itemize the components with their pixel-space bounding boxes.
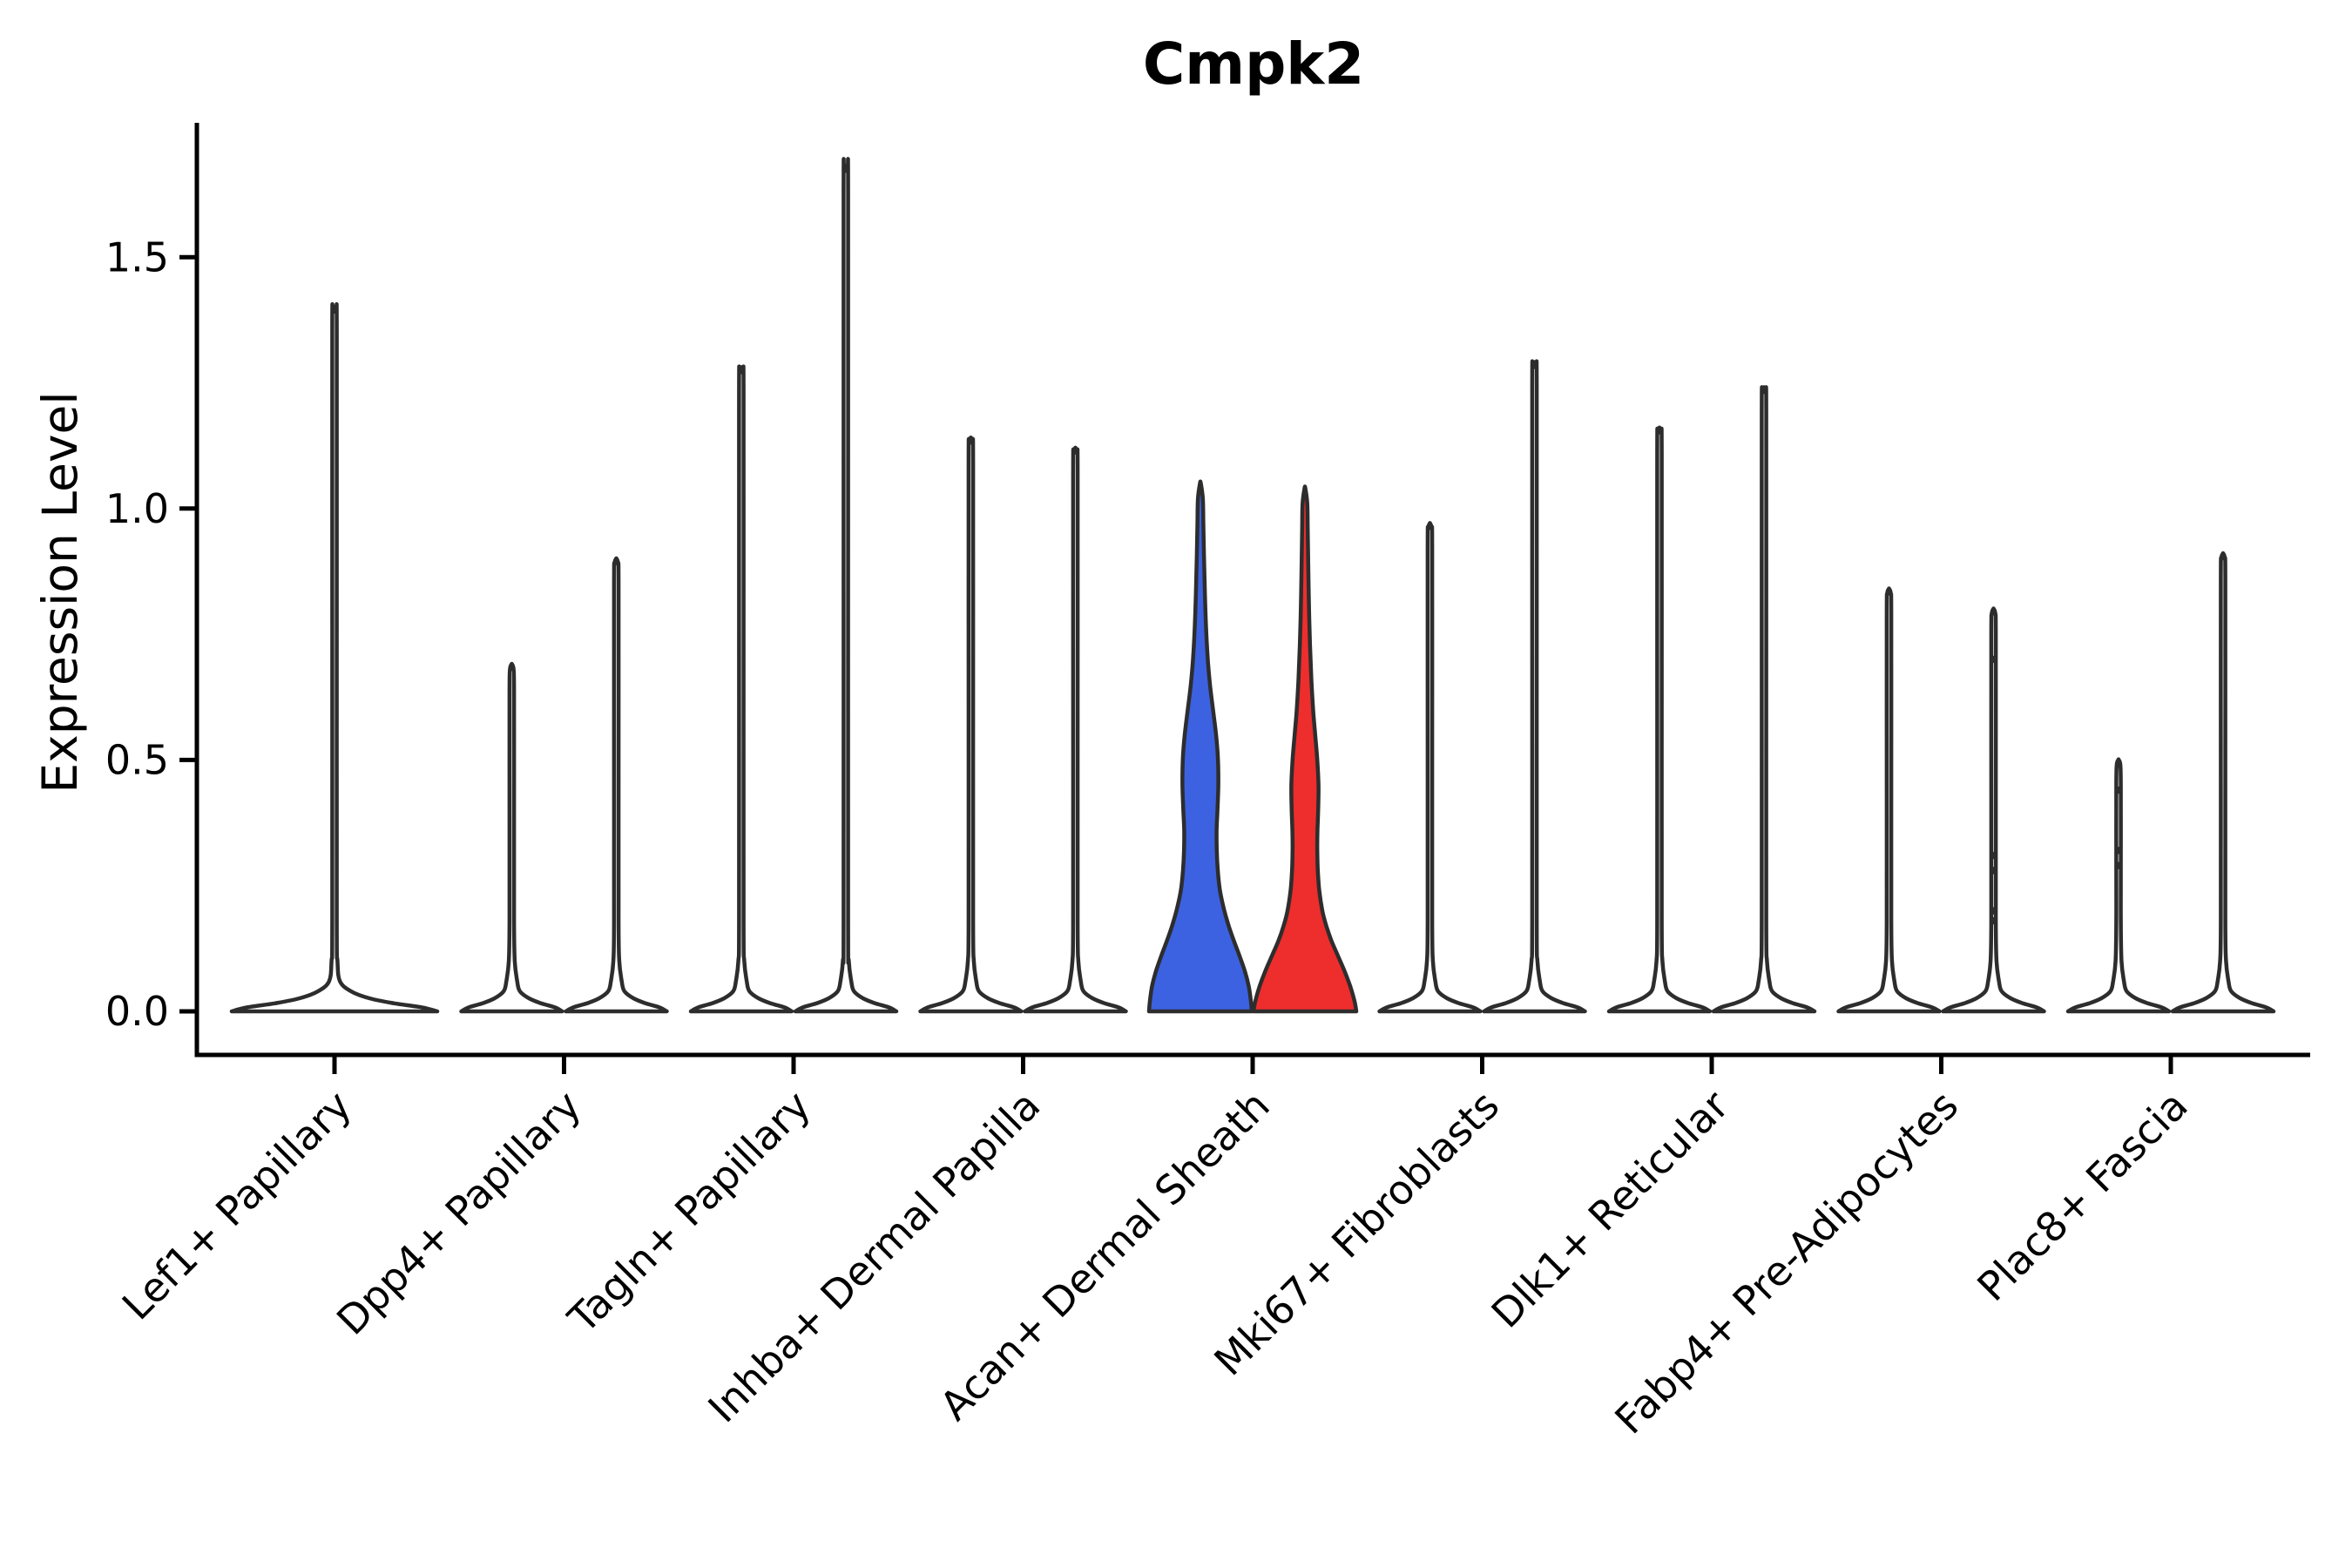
y-tick-label: 1.5: [105, 233, 169, 280]
violin-mki67-fibroblasts-left: [1377, 521, 1483, 1014]
violin-acan-dermal-sheath-right: [1251, 484, 1359, 1014]
violin-tagln-papillary-left: [688, 364, 794, 1014]
violin-acan-dermal-sheath-left: [1146, 479, 1254, 1014]
violin-dpp4-papillary-right: [564, 556, 669, 1014]
violin-inhba-dermal-papilla-left: [918, 436, 1024, 1014]
x-tick-label: Tagln+ Papillary: [558, 1082, 820, 1343]
expression-point: [1990, 867, 1997, 875]
x-tick-label: Plac8+ Fascia: [1968, 1082, 2196, 1310]
violin-fabp4-pre-adipocytes-left: [1836, 586, 1942, 1014]
expression-point: [1990, 655, 1997, 664]
violin-plac8-fascia-right: [2170, 551, 2276, 1014]
expression-point: [1990, 907, 1997, 915]
x-tick-label: Dlk1+ Reticular: [1483, 1082, 1738, 1337]
violin-inhba-dermal-papilla-right: [1023, 445, 1128, 1014]
violin-fabp4-pre-adipocytes-right: [1941, 606, 2046, 1014]
y-tick-label: 0.0: [105, 988, 169, 1035]
violin-dpp4-papillary-left: [459, 661, 564, 1014]
violin-lef1-papillary-full: [229, 301, 440, 1014]
violin-dlk1-reticular-left: [1606, 425, 1713, 1014]
x-tick-label: Dpp4+ Papillary: [328, 1082, 590, 1344]
violin-plac8-fascia-left: [2065, 757, 2172, 1014]
expression-point: [2114, 786, 2123, 794]
violin-mki67-fibroblasts-right: [1482, 359, 1587, 1014]
y-tick-label: 1.0: [105, 485, 169, 532]
expression-point: [2114, 847, 2123, 855]
expression-point: [1990, 851, 1997, 860]
violin-tagln-papillary-right: [793, 157, 899, 1014]
expression-point: [1990, 916, 1997, 925]
y-tick-label: 0.5: [105, 737, 169, 784]
y-axis-label: Expression Level: [32, 391, 88, 793]
violin-dlk1-reticular-right: [1711, 385, 1817, 1014]
violins-layer: [229, 157, 2276, 1014]
x-tick-label: Lef1+ Papillary: [113, 1082, 361, 1329]
chart-title: Cmpk2: [1143, 30, 1364, 98]
expression-point: [2114, 862, 2123, 869]
